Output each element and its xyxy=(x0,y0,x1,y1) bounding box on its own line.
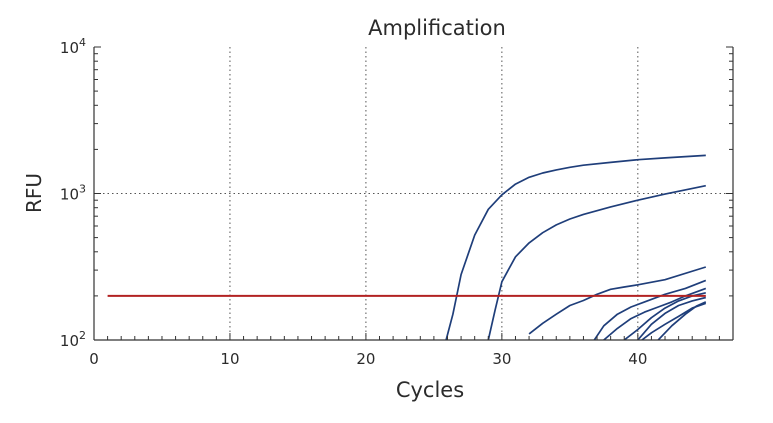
amplification-curve-5 xyxy=(603,287,707,340)
y-tick-label: 103 xyxy=(60,183,86,204)
amplification-curve-4 xyxy=(593,279,707,340)
y-tick-exponent: 2 xyxy=(79,329,86,342)
amplification-curve-7 xyxy=(637,296,707,340)
amplification-curve-3 xyxy=(528,266,707,335)
x-tick-label: 0 xyxy=(89,350,99,368)
chart-title: Amplification xyxy=(368,16,506,40)
x-tick-label: 40 xyxy=(628,350,647,368)
y-tick-base: 10 xyxy=(60,332,79,350)
y-tick-base: 10 xyxy=(60,186,79,204)
amplification-curve-2 xyxy=(487,184,706,340)
amplification-curve-9 xyxy=(641,302,707,340)
y-tick-base: 10 xyxy=(60,39,79,57)
y-tick-label: 104 xyxy=(60,36,86,57)
grid-layer xyxy=(94,47,733,340)
amplification-curve-1 xyxy=(445,154,706,340)
x-tick-label: 20 xyxy=(356,350,375,368)
series-layer xyxy=(445,154,707,340)
y-axis-label: RFU xyxy=(22,173,46,213)
x-tick-label: 30 xyxy=(492,350,511,368)
x-axis-label: Cycles xyxy=(396,378,464,402)
y-tick-label: 102 xyxy=(60,329,86,350)
x-tick-label: 10 xyxy=(220,350,239,368)
y-tick-exponent: 3 xyxy=(79,183,86,196)
y-tick-exponent: 4 xyxy=(79,36,86,49)
